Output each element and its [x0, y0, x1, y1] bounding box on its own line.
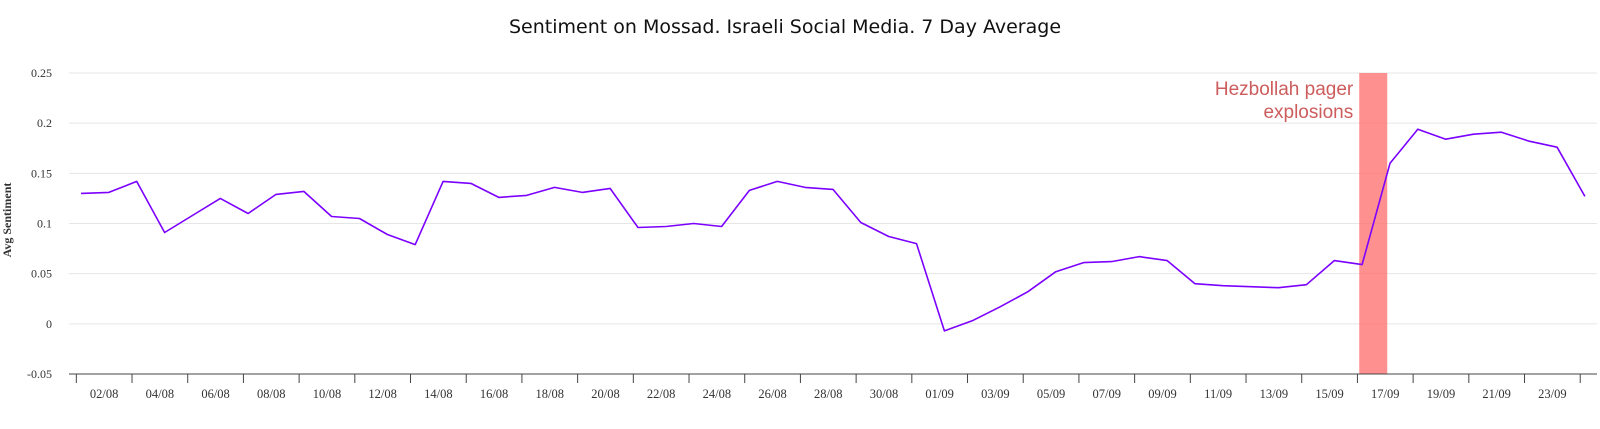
annotation-text: Hezbollah pager: [1215, 79, 1354, 100]
x-tick-label: 06/08: [201, 387, 229, 401]
x-tick-label: 08/08: [257, 387, 285, 401]
y-axis-ticks: -0.05 0 0.05 0.1 0.15 0.2 0.25: [27, 66, 52, 381]
x-tick-label: 03/09: [981, 387, 1009, 401]
x-tick-label: 30/08: [870, 387, 898, 401]
chart-title: Sentiment on Mossad. Israeli Social Medi…: [509, 16, 1061, 38]
x-tick-label: 23/09: [1538, 387, 1566, 401]
x-axis-ticks: 02/08 04/08 06/08 08/08 10/08 12/08 14/08 16/08…: [90, 387, 1567, 401]
x-tick-label: 18/08: [536, 387, 564, 401]
y-axis-label: Avg Sentiment: [0, 183, 14, 258]
x-axis: [69, 373, 1597, 383]
x-tick-label: 01/09: [925, 387, 953, 401]
annotation-text: explosions: [1263, 102, 1353, 123]
x-tick-label: 17/09: [1371, 387, 1399, 401]
x-tick-label: 04/08: [146, 387, 174, 401]
x-tick-label: 11/09: [1204, 387, 1232, 401]
x-tick-label: 16/08: [480, 387, 508, 401]
x-tick-label: 14/08: [424, 387, 452, 401]
x-tick-label: 13/09: [1260, 387, 1288, 401]
y-tick-label: 0: [46, 317, 52, 331]
series-line-layer: [80, 128, 1586, 332]
x-tick-label: 10/08: [313, 387, 341, 401]
x-tick-label: 05/09: [1037, 387, 1065, 401]
x-tick-label: 12/08: [368, 387, 396, 401]
y-tick-label: 0.15: [31, 166, 52, 180]
x-tick-label: 02/08: [90, 387, 118, 401]
y-tick-label: 0.1: [37, 217, 52, 231]
grid: [69, 72, 1597, 375]
series-line: [80, 128, 1586, 332]
y-tick-label: 0.25: [31, 66, 52, 80]
y-tick-label: 0.05: [31, 267, 52, 281]
y-tick-label: 0.2: [37, 116, 52, 130]
x-tick-label: 09/09: [1148, 387, 1176, 401]
x-tick-label: 19/09: [1427, 387, 1455, 401]
x-tick-label: 20/08: [591, 387, 619, 401]
x-tick-label: 21/09: [1482, 387, 1510, 401]
x-tick-label: 22/08: [647, 387, 675, 401]
x-tick-label: 28/08: [814, 387, 842, 401]
x-tick-label: 07/09: [1093, 387, 1121, 401]
x-tick-label: 26/08: [758, 387, 786, 401]
x-tick-label: 15/09: [1315, 387, 1343, 401]
x-tick-label: 24/08: [703, 387, 731, 401]
y-tick-label: -0.05: [27, 367, 52, 381]
